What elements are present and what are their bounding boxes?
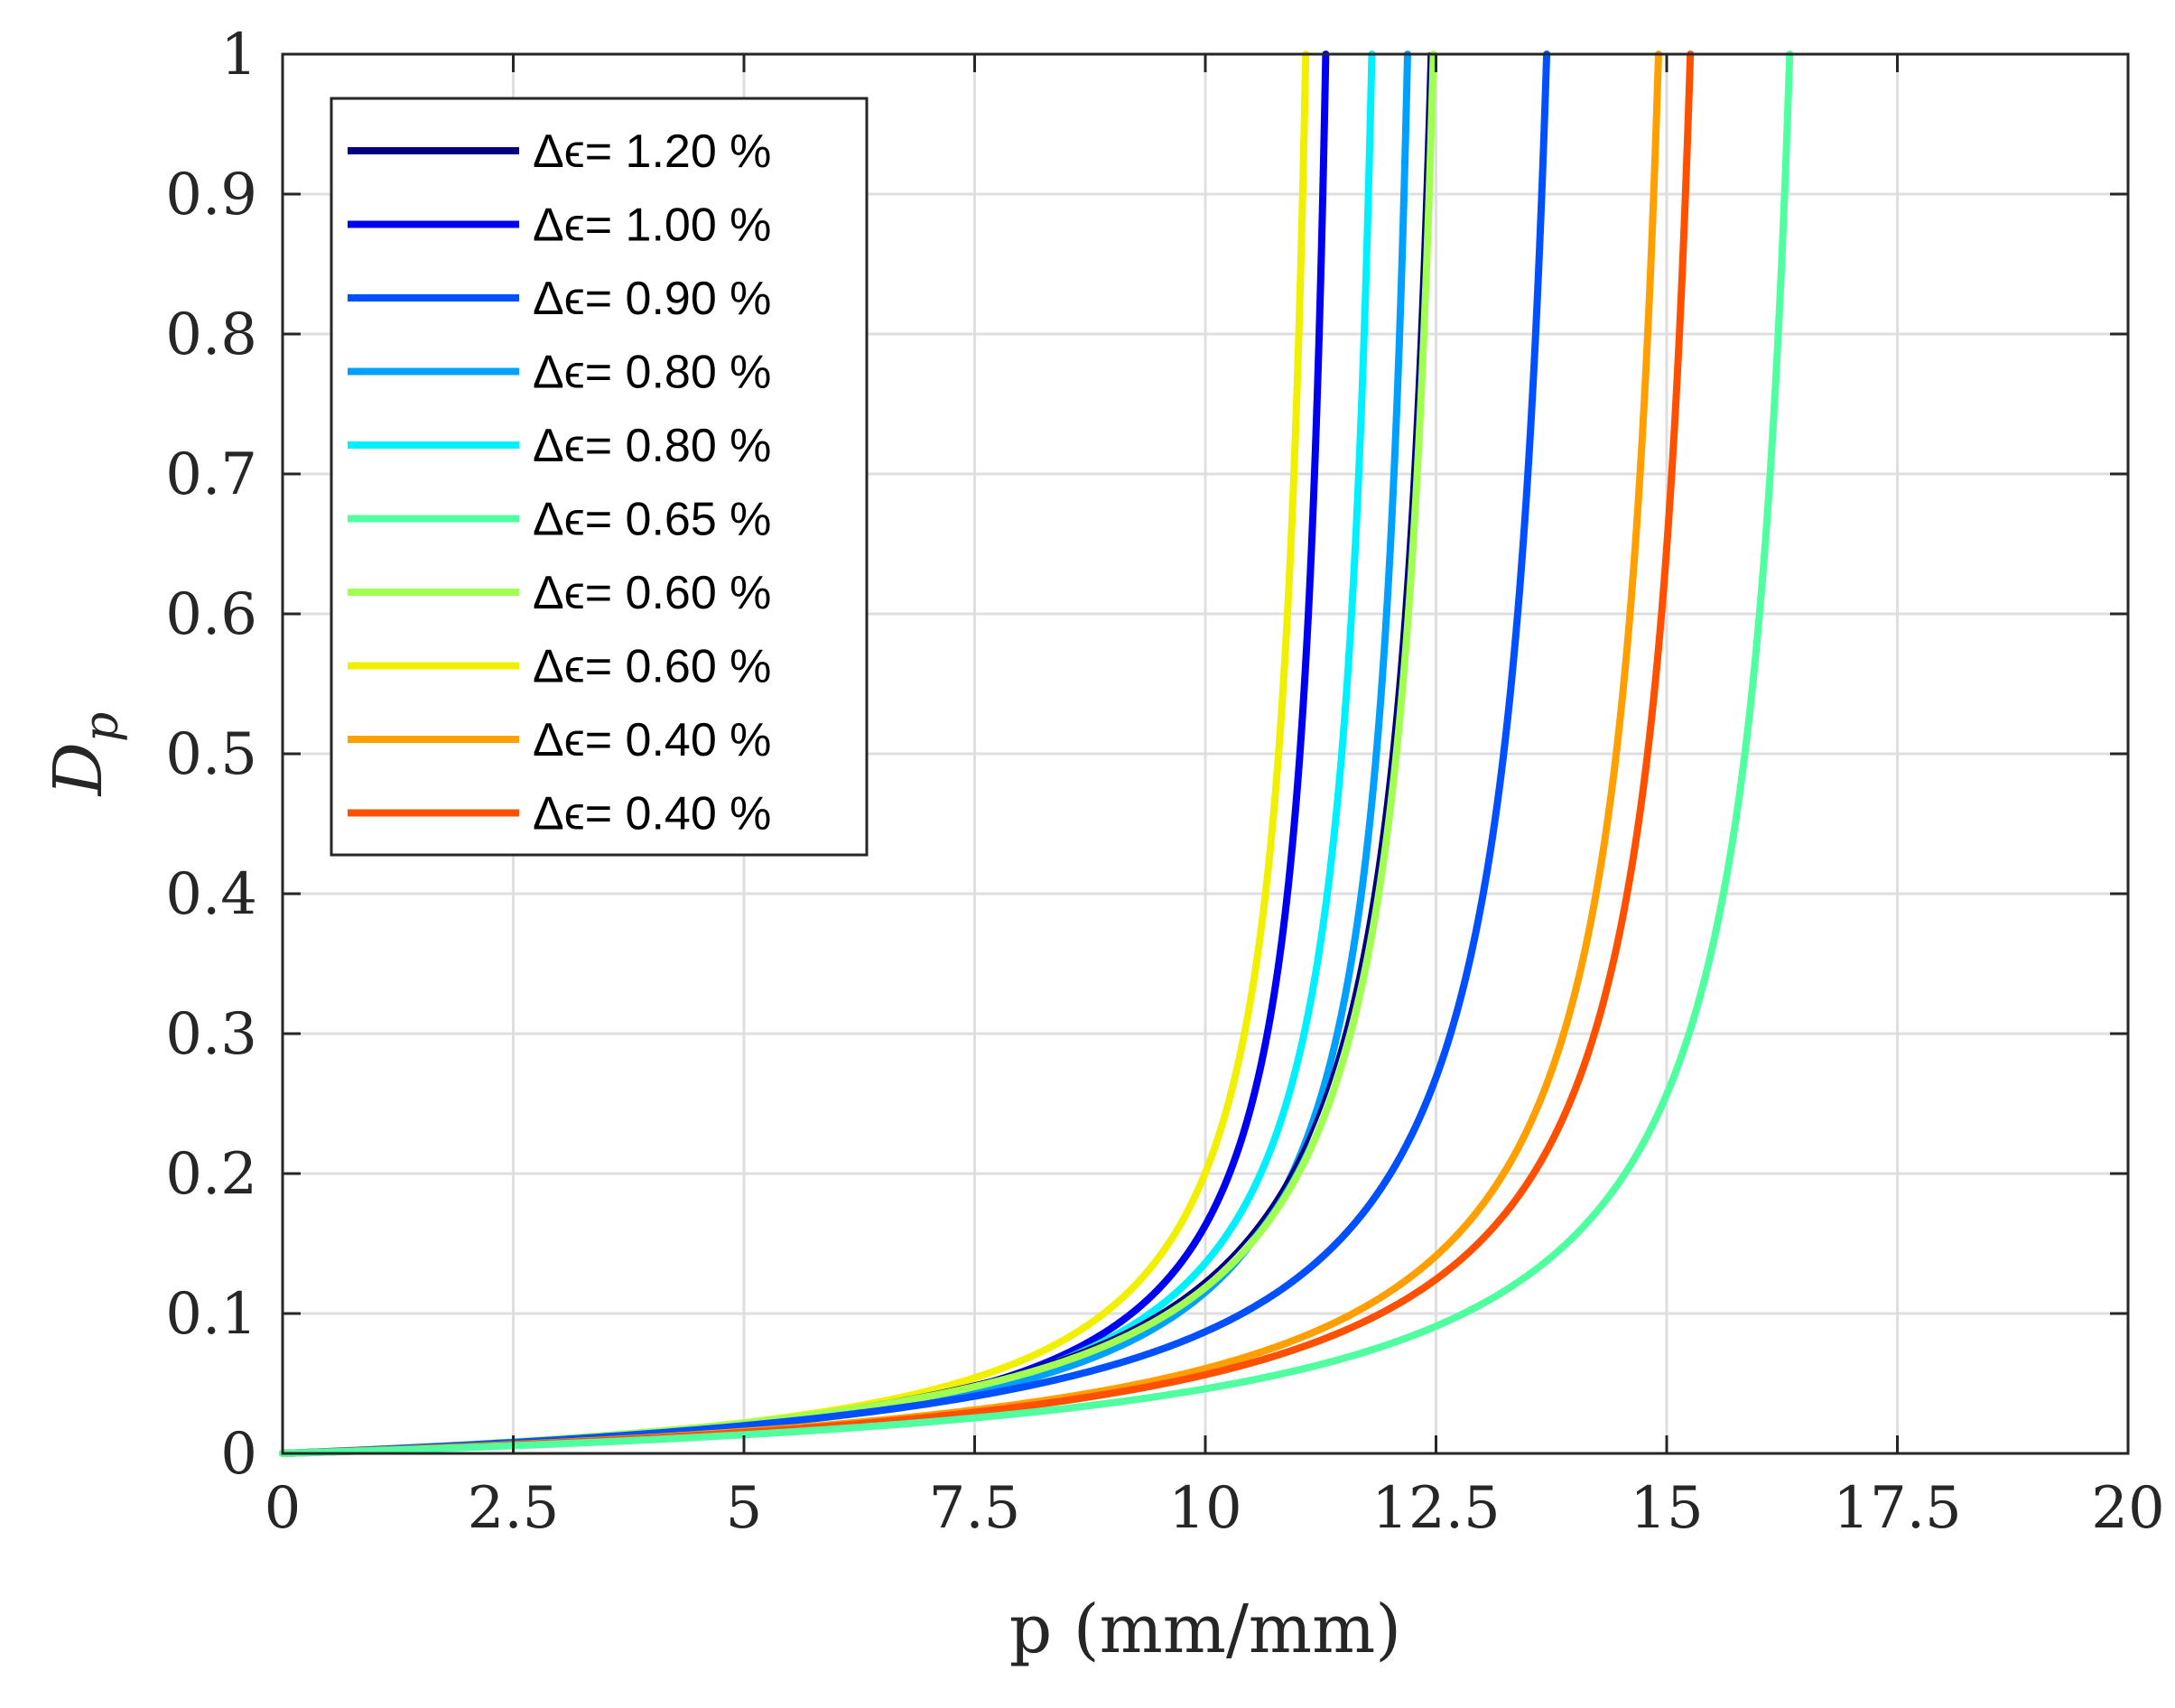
legend-label-9: Δϵ= 0.40 %	[533, 714, 771, 766]
y-tick-label: 0.8	[165, 302, 257, 368]
y-axis-label-main: D	[40, 742, 117, 797]
x-tick-label: 20	[2091, 1475, 2164, 1542]
legend-label-3: Δϵ= 0.90 %	[533, 273, 771, 325]
x-tick-label: 10	[1168, 1475, 1241, 1542]
y-tick-label: 0.6	[165, 581, 257, 648]
series-line-6	[279, 51, 1794, 1457]
x-tick-label: 7.5	[929, 1475, 1021, 1542]
legend-label-7: Δϵ= 0.60 %	[533, 567, 771, 619]
y-tick-label: 0.1	[165, 1281, 257, 1348]
legend-label-5: Δϵ= 0.80 %	[533, 420, 771, 472]
y-axis-label: Dp	[40, 712, 129, 798]
legend-label-8: Δϵ= 0.60 %	[533, 641, 771, 693]
x-tick-label: 15	[1630, 1475, 1703, 1542]
y-axis-label-subscript: p	[75, 712, 129, 742]
y-tick-label: 0.5	[165, 721, 257, 788]
series-lines	[279, 51, 1794, 1457]
legend: Δϵ= 1.20 % Δϵ= 1.00 % Δϵ= 0.90 % Δϵ= 0.80 %…	[330, 97, 869, 857]
y-tick-label: 0	[220, 1421, 257, 1488]
x-tick-label: 2.5	[468, 1475, 560, 1542]
x-tick-label: 5	[726, 1475, 763, 1542]
x-axis-label: p (mm/mm)	[1009, 1591, 1401, 1668]
y-tick-label: 0.9	[165, 162, 257, 228]
y-tick-label: 0.2	[165, 1141, 257, 1208]
x-tick-label: 17.5	[1833, 1475, 1962, 1542]
legend-label-1: Δϵ= 1.20 %	[533, 125, 771, 178]
y-tick-label: 0.3	[165, 1001, 257, 1068]
series-line-3	[279, 51, 1551, 1457]
axis-ticks: 0 2.5 5 7.5 10 12.5 15 17.5 20 0 0.1 0.2 0.3 0.4 0.5 0.…	[165, 22, 2165, 1542]
legend-label-4: Δϵ= 0.80 %	[533, 347, 771, 399]
legend-label-2: Δϵ= 1.00 %	[533, 200, 771, 252]
y-tick-label: 0.4	[165, 861, 257, 928]
x-tick-label: 12.5	[1371, 1475, 1501, 1542]
y-tick-label: 0.7	[165, 441, 257, 508]
series-line-10	[279, 51, 1695, 1457]
y-tick-label: 1	[220, 22, 257, 88]
grid	[283, 54, 2128, 1453]
legend-label-6: Δϵ= 0.65 %	[533, 494, 771, 546]
legend-label-10: Δϵ= 0.40 %	[533, 788, 771, 840]
x-tick-label: 0	[265, 1475, 302, 1542]
